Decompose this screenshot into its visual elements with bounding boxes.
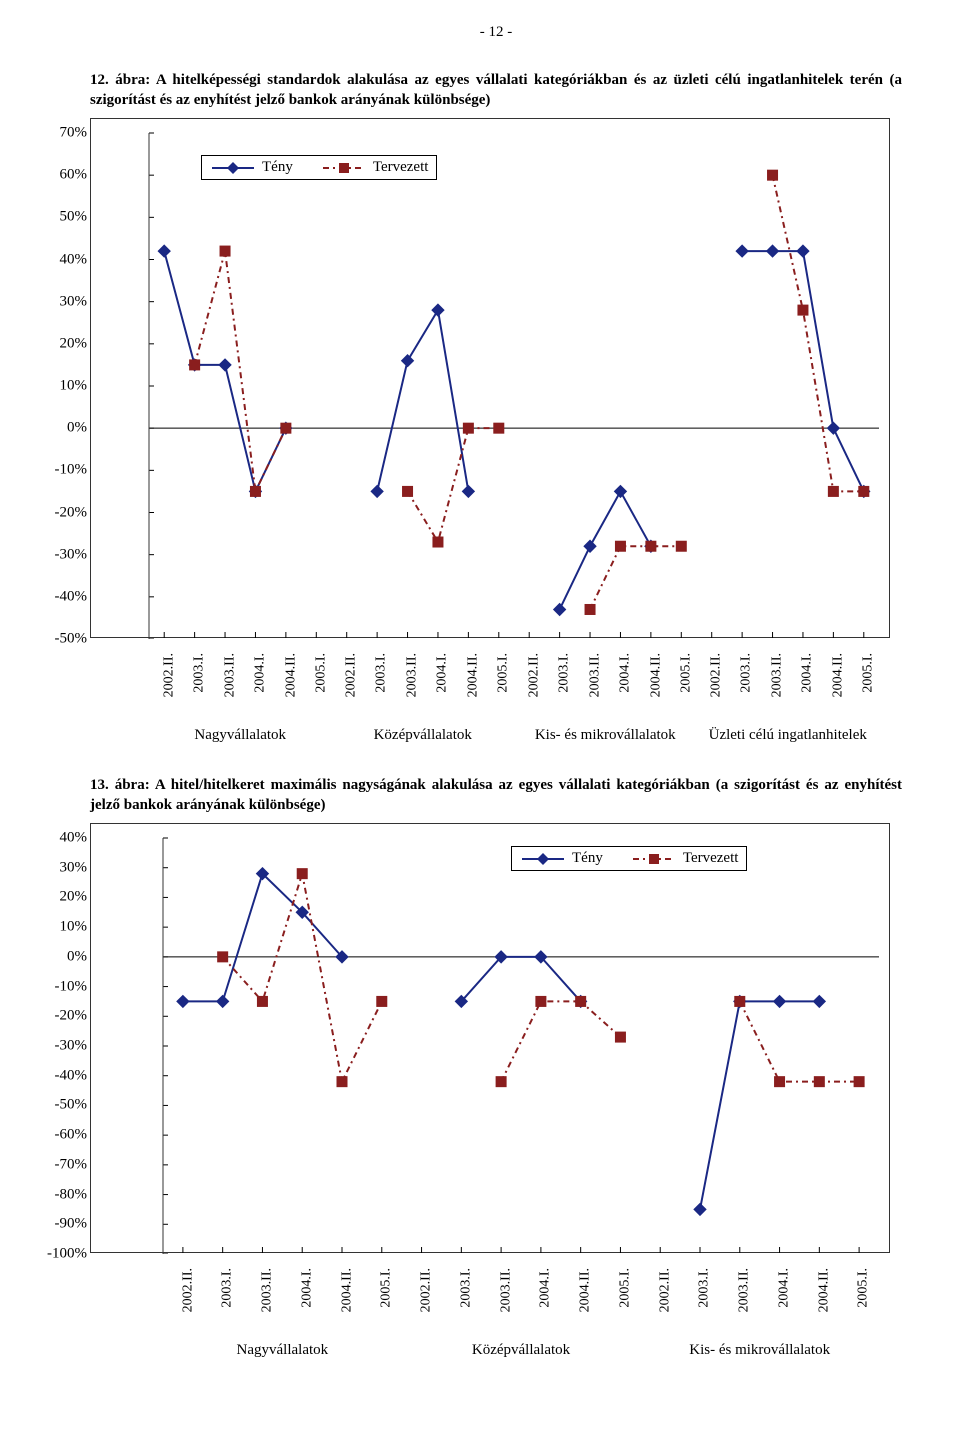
x-tick-label: 2004.II. — [283, 653, 299, 697]
x-tick-label: 2005.I. — [617, 1268, 633, 1308]
y-tick-label: -50% — [55, 1097, 88, 1114]
y-tick-label: -50% — [55, 631, 88, 648]
x-tick-label: 2002.II. — [344, 653, 360, 697]
legend-item: Tervezett — [321, 159, 429, 176]
y-tick-label: -20% — [55, 504, 88, 521]
x-tick-label: 2002.II. — [657, 1268, 673, 1312]
group-label: Nagyvállalatok — [163, 1342, 402, 1359]
x-tick-label: 2003.II. — [405, 653, 421, 697]
x-tick-label: 2002.II. — [419, 1268, 435, 1312]
y-tick-label: 40% — [60, 830, 88, 847]
fig12-caption: 12. ábra: A hitelképességi standardok al… — [90, 71, 902, 110]
x-tick-label: 2004.II. — [339, 1268, 355, 1312]
y-tick-label: 40% — [60, 251, 88, 268]
x-tick-label: 2003.I. — [697, 1268, 713, 1308]
x-tick-label: 2005.I. — [856, 1268, 872, 1308]
legend: Tény Tervezett — [201, 155, 437, 180]
x-tick-label: 2004.I. — [800, 653, 816, 693]
y-tick-label: 20% — [60, 889, 88, 906]
x-tick-label: 2005.I. — [313, 653, 329, 693]
y-tick-label: -30% — [55, 546, 88, 563]
y-tick-label: 20% — [60, 335, 88, 352]
x-tick-label: 2005.I. — [861, 653, 877, 693]
y-tick-label: -90% — [55, 1216, 88, 1233]
page-number: - 12 - — [90, 0, 902, 41]
y-tick-label: 10% — [60, 378, 88, 395]
fig13-chart: -100%-90%-80%-70%-60%-50%-40%-30%-20%-10… — [90, 823, 890, 1253]
x-tick-label: 2004.I. — [299, 1268, 315, 1308]
y-tick-label: -70% — [55, 1156, 88, 1173]
x-tick-label: 2004.II. — [578, 1268, 594, 1312]
x-tick-label: 2004.I. — [617, 653, 633, 693]
x-tick-label: 2003.I. — [557, 653, 573, 693]
x-tick-label: 2003.II. — [222, 653, 238, 697]
y-tick-label: -100% — [47, 1246, 87, 1263]
y-tick-label: -80% — [55, 1186, 88, 1203]
x-tick-label: 2003.II. — [587, 653, 603, 697]
legend-item: Tény — [520, 850, 603, 867]
x-tick-label: 2004.I. — [538, 1268, 554, 1308]
y-tick-label: 10% — [60, 919, 88, 936]
x-tick-label: 2002.II. — [709, 653, 725, 697]
x-tick-label: 2004.I. — [777, 1268, 793, 1308]
x-tick-label: 2005.I. — [678, 653, 694, 693]
fig12-chart: -50%-40%-30%-20%-10%0%10%20%30%40%50%60%… — [90, 118, 890, 638]
x-tick-label: 2002.II. — [526, 653, 542, 697]
x-tick-label: 2005.I. — [496, 653, 512, 693]
x-tick-label: 2003.II. — [498, 1268, 514, 1312]
group-label: Nagyvállalatok — [149, 727, 332, 744]
x-tick-label: 2004.II. — [648, 653, 664, 697]
y-tick-label: 30% — [60, 859, 88, 876]
x-tick-label: 2004.II. — [816, 1268, 832, 1312]
x-tick-label: 2002.II. — [180, 1268, 196, 1312]
legend: Tény Tervezett — [511, 846, 747, 871]
y-tick-label: -10% — [55, 462, 88, 479]
y-tick-label: -60% — [55, 1127, 88, 1144]
y-tick-label: -30% — [55, 1038, 88, 1055]
group-label: Kis- és mikrovállalatok — [514, 727, 697, 744]
x-tick-label: 2003.I. — [192, 653, 208, 693]
x-tick-label: 2003.II. — [737, 1268, 753, 1312]
y-tick-label: -20% — [55, 1008, 88, 1025]
legend-item: Tervezett — [631, 850, 739, 867]
y-tick-label: 70% — [60, 125, 88, 142]
group-label: Középvállalatok — [332, 727, 515, 744]
group-label: Kis- és mikrovállalatok — [640, 1342, 879, 1359]
x-tick-label: 2004.II. — [465, 653, 481, 697]
x-tick-label: 2004.I. — [252, 653, 268, 693]
y-tick-label: -40% — [55, 588, 88, 605]
group-label: Üzleti célú ingatlanhitelek — [697, 727, 880, 744]
x-tick-label: 2004.I. — [435, 653, 451, 693]
x-tick-label: 2003.II. — [770, 653, 786, 697]
x-tick-label: 2004.II. — [830, 653, 846, 697]
fig13-caption: 13. ábra: A hitel/hitelkeret maximális n… — [90, 776, 902, 815]
x-tick-label: 2005.I. — [379, 1268, 395, 1308]
x-tick-label: 2003.I. — [739, 653, 755, 693]
y-tick-label: 60% — [60, 167, 88, 184]
x-tick-label: 2002.II. — [161, 653, 177, 697]
y-tick-label: 30% — [60, 293, 88, 310]
x-tick-label: 2003.I. — [458, 1268, 474, 1308]
y-tick-label: -40% — [55, 1067, 88, 1084]
x-tick-label: 2003.II. — [259, 1268, 275, 1312]
y-tick-label: 0% — [67, 948, 87, 965]
x-tick-label: 2003.I. — [220, 1268, 236, 1308]
y-tick-label: 0% — [67, 420, 87, 437]
group-label: Középvállalatok — [402, 1342, 641, 1359]
legend-item: Tény — [210, 159, 293, 176]
x-tick-label: 2003.I. — [374, 653, 390, 693]
y-tick-label: 50% — [60, 209, 88, 226]
y-tick-label: -10% — [55, 978, 88, 995]
